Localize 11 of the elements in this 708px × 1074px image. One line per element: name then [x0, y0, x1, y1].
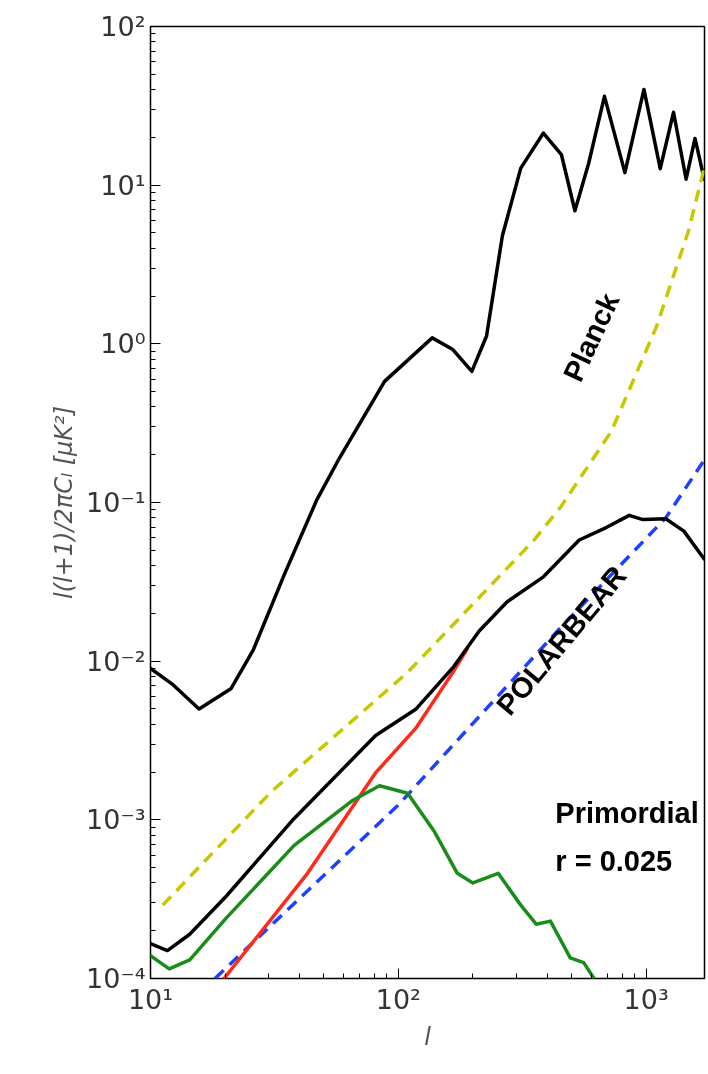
y-tick-label: 10⁻²	[86, 645, 146, 677]
series-label: Primordial r = 0.025	[555, 797, 699, 878]
y-tick-label: 10¹	[100, 169, 146, 201]
y-tick-label: 10²	[100, 11, 146, 42]
x-axis-title: l	[424, 1022, 432, 1051]
y-axis-title: l(l+1)/2πCₗ [μK²]	[50, 406, 79, 599]
y-tick-label: 10⁻³	[86, 804, 146, 836]
y-tick-label: 10⁻¹	[86, 487, 146, 518]
y-tick-label: 10⁰	[100, 328, 146, 360]
x-tick-label: 10²	[375, 983, 421, 1015]
x-tick-label: 10³	[623, 983, 669, 1015]
